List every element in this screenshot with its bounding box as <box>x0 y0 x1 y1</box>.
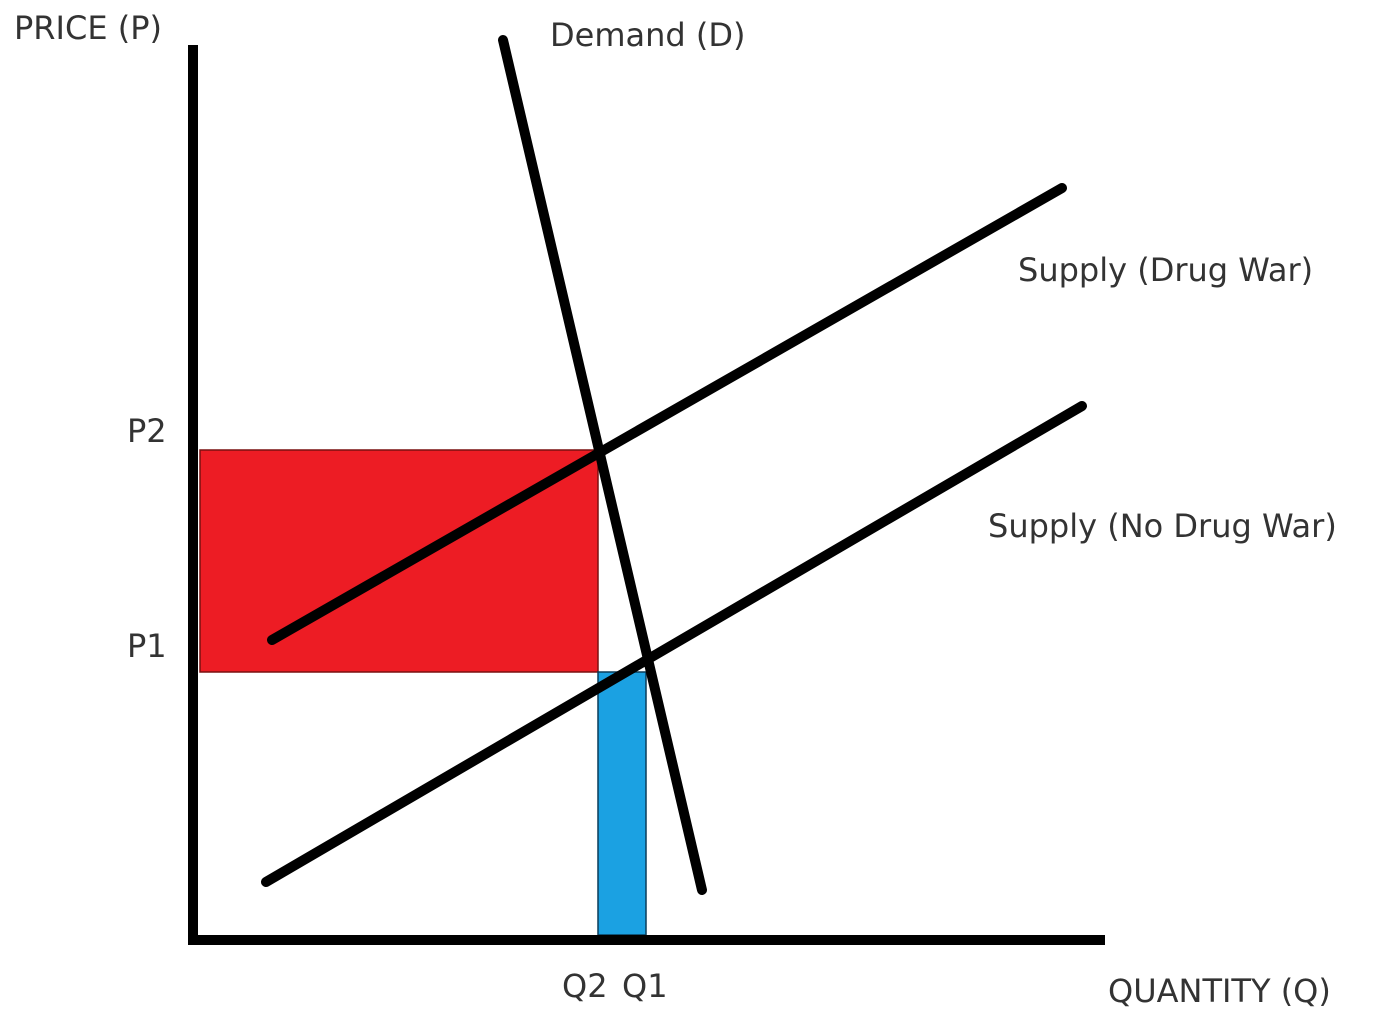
demand-label: Demand (D) <box>550 16 745 54</box>
supply-drug-war-line <box>267 183 1067 645</box>
x-axis-label: QUANTITY (Q) <box>1108 972 1331 1010</box>
supply-no-drug-war-label: Supply (No Drug War) <box>988 507 1337 545</box>
q2-label: Q2 <box>562 967 608 1005</box>
supply-drug-war-label: Supply (Drug War) <box>1018 251 1313 289</box>
p2-label: P2 <box>127 412 167 450</box>
q1-label: Q1 <box>622 967 668 1005</box>
supply-no-drug-war-line <box>261 401 1087 887</box>
p1-label: P1 <box>127 627 167 665</box>
blue-area <box>597 671 647 936</box>
demand-line <box>498 35 707 895</box>
y-axis-label: PRICE (P) <box>14 9 162 47</box>
